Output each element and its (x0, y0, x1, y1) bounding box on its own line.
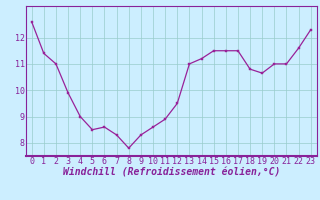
X-axis label: Windchill (Refroidissement éolien,°C): Windchill (Refroidissement éolien,°C) (62, 167, 280, 177)
